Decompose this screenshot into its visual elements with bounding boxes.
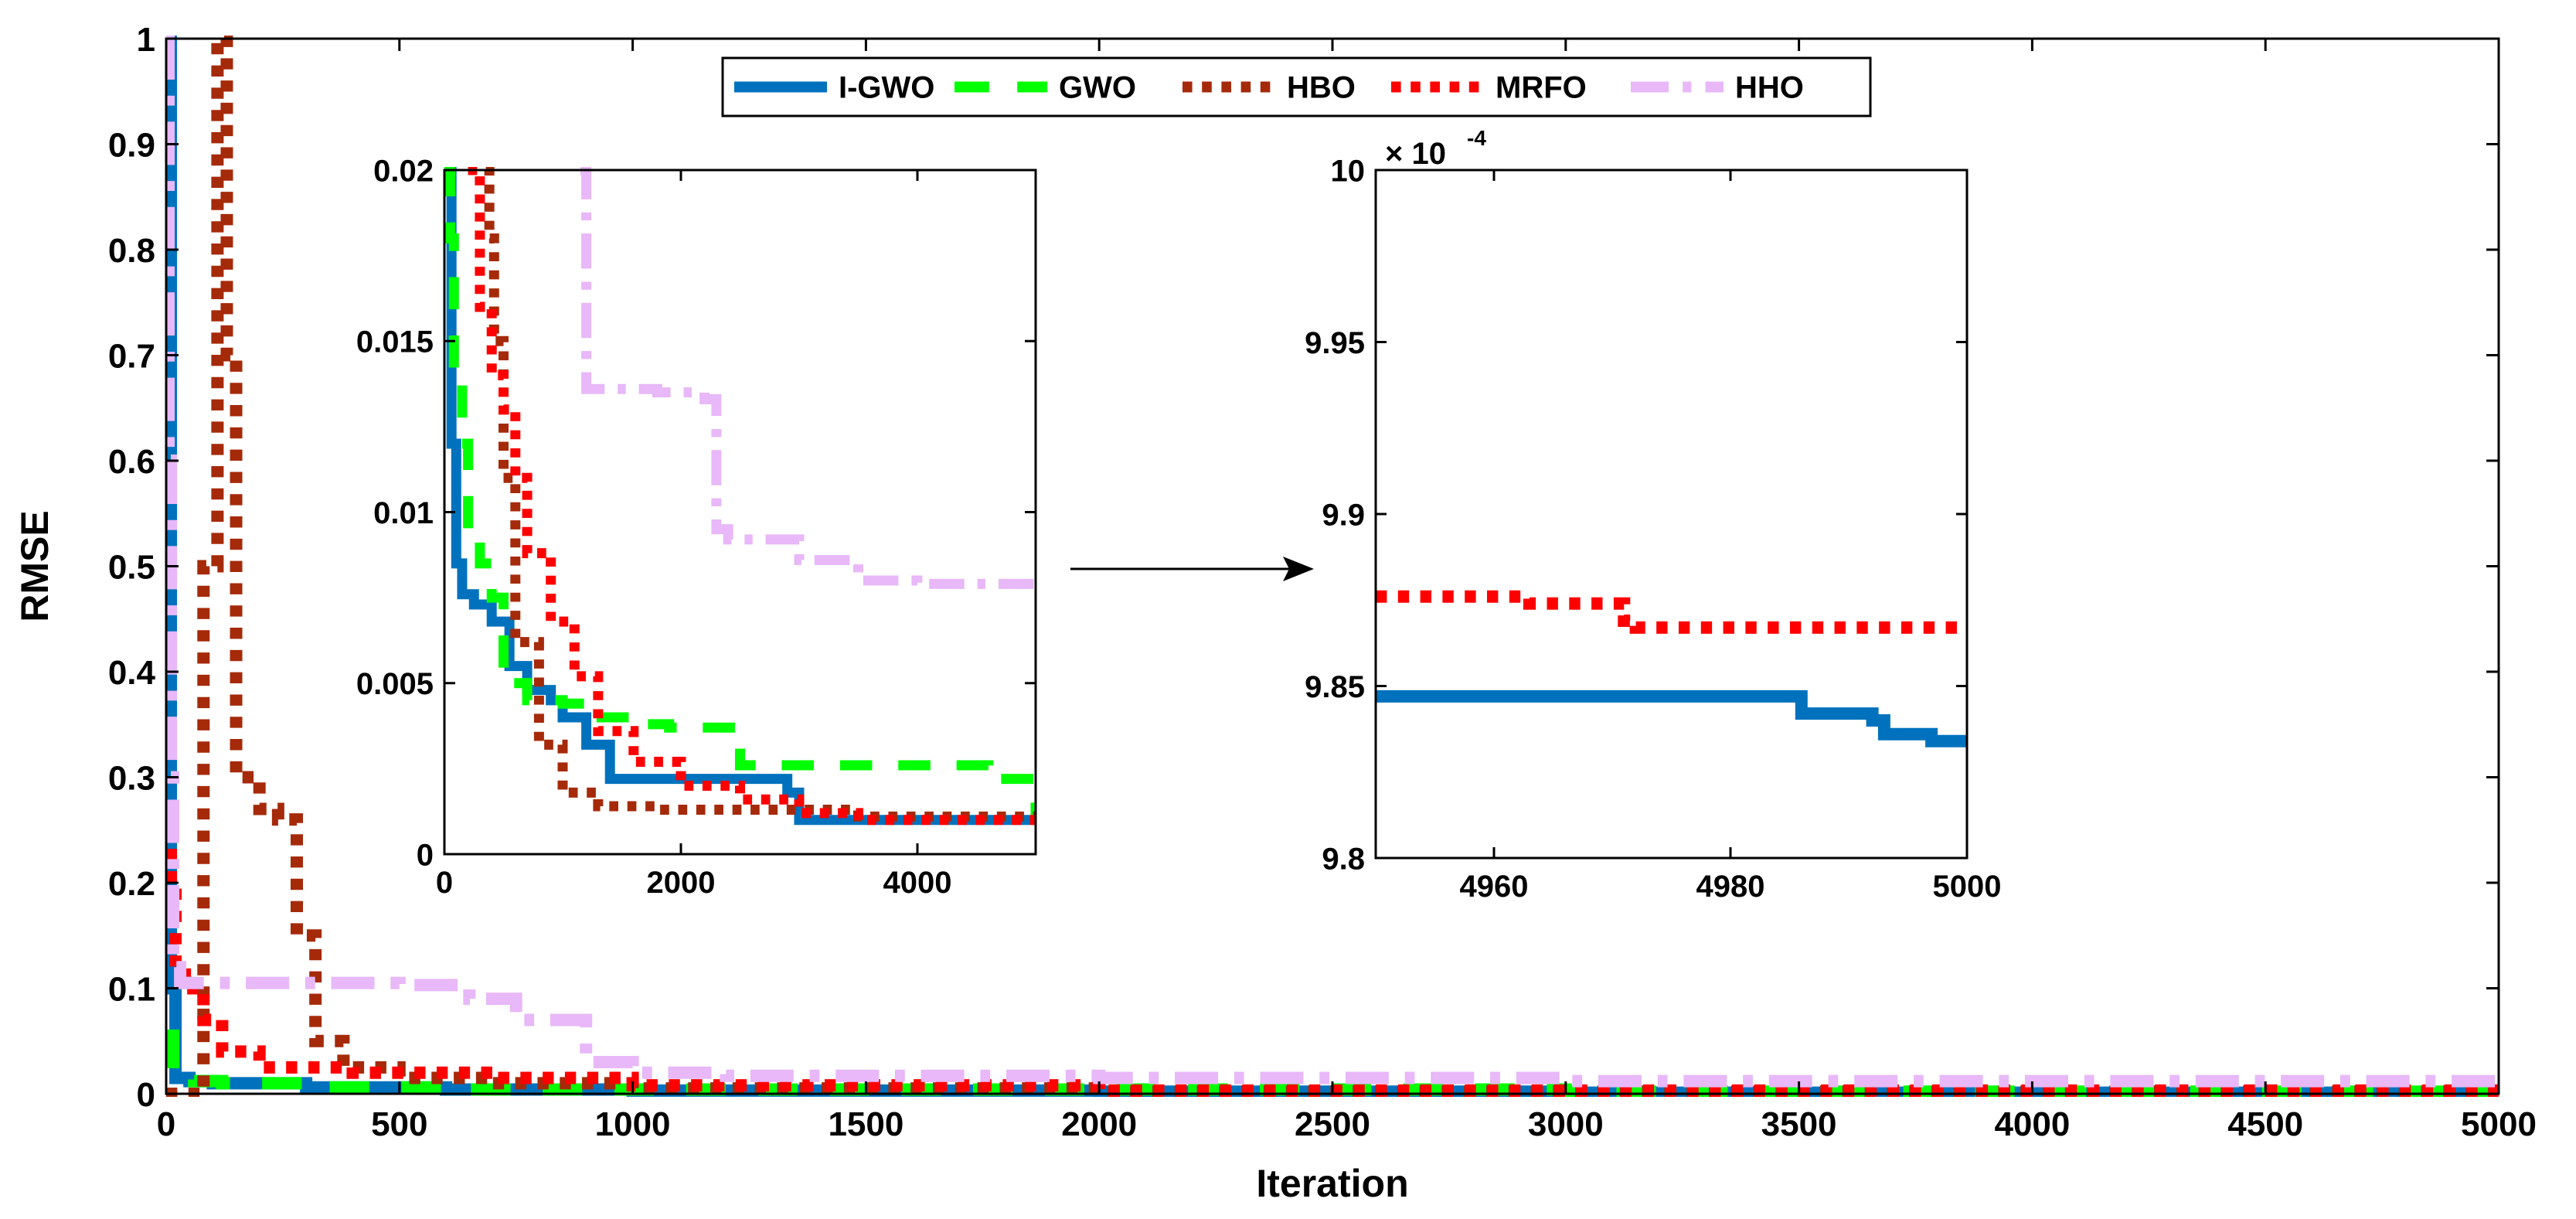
inset1-ytick-label: 0.02 — [373, 154, 434, 188]
main-ytick-label: 0.1 — [108, 970, 155, 1008]
legend: I-GWO GWO HBO MRFO HHO — [721, 56, 1872, 117]
legend-item-mrfo: MRFO — [1391, 71, 1587, 105]
inset1-series-hbo — [484, 167, 1036, 822]
inset1-xtick-label: 2000 — [647, 866, 716, 900]
main-ytick-label: 0.2 — [108, 865, 155, 903]
main-xtick-label: 3500 — [1761, 1105, 1837, 1143]
inset2-ytick-label: 10 — [1331, 154, 1366, 188]
legend-item-i-gwo: I-GWO — [734, 71, 934, 105]
legend-label: I-GWO — [839, 71, 934, 105]
legend-item-hbo: HBO — [1183, 71, 1356, 105]
main-xtick-label: 2000 — [1061, 1105, 1137, 1143]
zoom-arrow — [1070, 557, 1314, 581]
inset2-series-mrfo — [1376, 590, 1967, 634]
main-ytick-label: 0.9 — [108, 126, 155, 164]
inset1-ytick-label: 0.005 — [356, 667, 434, 701]
inset2-series-i-gwo — [1376, 690, 1967, 747]
inset2-scale-exponent: -4 — [1467, 126, 1486, 150]
inset1-ytick-label: 0.015 — [356, 325, 434, 359]
inset1-series-mrfo — [468, 167, 1036, 826]
x-axis-title: Iteration — [1256, 1162, 1408, 1205]
inset2-xtick-label: 5000 — [1933, 870, 2002, 904]
inset1-series-group — [444, 167, 1036, 826]
inset2-ytick-label: 9.95 — [1305, 326, 1365, 360]
legend-label: HBO — [1287, 71, 1356, 105]
inset2-background — [1376, 170, 1967, 858]
main-xtick-label: 1000 — [595, 1105, 671, 1143]
main-xtick-label: 3000 — [1528, 1105, 1604, 1143]
main-panel: 0 500 1000 1500 2000 2500 3000 3500 4000 4500 5000… — [13, 21, 2537, 1205]
inset1-series-gwo — [444, 167, 1036, 820]
main-ytick-label: 0.3 — [108, 759, 155, 797]
inset2-ytick-label: 9.8 — [1322, 842, 1365, 876]
inset1-ytick-label: 0.01 — [373, 496, 434, 530]
inset2-ytick-label: 9.9 — [1322, 498, 1365, 532]
main-ytick-label: 0.5 — [108, 548, 155, 586]
main-ytick-label: 0.8 — [108, 232, 155, 270]
inset1-series-hho — [580, 167, 1036, 589]
y-axis-title: RMSE — [13, 510, 56, 621]
legend-item-hho: HHO — [1631, 71, 1804, 105]
legend-label: GWO — [1059, 71, 1136, 105]
inset1-panel: 0 2000 4000 0 0.005 0.01 0.015 0.02 — [356, 154, 1037, 900]
inset2-panel: 4960 4980 5000 9.8 9.85 9.9 9.95 10 × 10 -4 — [1305, 126, 2001, 904]
main-ytick-label: 0.6 — [108, 443, 155, 481]
inset1-xtick-label: 4000 — [883, 866, 952, 900]
main-ytick-label: 0.4 — [108, 654, 156, 692]
main-xtick-label: 5000 — [2461, 1105, 2537, 1143]
main-xtick-label: 2500 — [1295, 1105, 1370, 1143]
legend-item-gwo: GWO — [955, 71, 1136, 105]
main-ytick-label: 1 — [137, 21, 155, 59]
legend-label: HHO — [1735, 71, 1804, 105]
legend-box — [721, 56, 1872, 117]
inset2-xtick-label: 4980 — [1696, 870, 1765, 904]
main-ytick-label: 0.7 — [108, 337, 155, 375]
main-xtick-label: 4500 — [2227, 1105, 2303, 1143]
main-xtick-label: 500 — [371, 1105, 427, 1143]
inset2-ytick-label: 9.85 — [1305, 670, 1365, 704]
main-xtick-label: 1500 — [828, 1105, 903, 1143]
inset1-ytick-label: 0 — [417, 838, 434, 872]
main-xtick-label: 4000 — [1994, 1105, 2070, 1143]
main-xtick-label: 0 — [157, 1105, 175, 1143]
inset2-scale-label: × 10 — [1385, 137, 1446, 171]
plots-layer: 0 500 1000 1500 2000 2500 3000 3500 4000 4500 5000… — [13, 21, 2537, 1205]
main-ytick-label: 0 — [137, 1076, 155, 1114]
inset1-xtick-label: 0 — [436, 866, 453, 900]
inset2-xtick-label: 4960 — [1460, 870, 1529, 904]
main-series-mrfo — [166, 802, 2499, 1097]
inset2-series-group — [1376, 590, 1967, 747]
legend-label: MRFO — [1496, 71, 1587, 105]
